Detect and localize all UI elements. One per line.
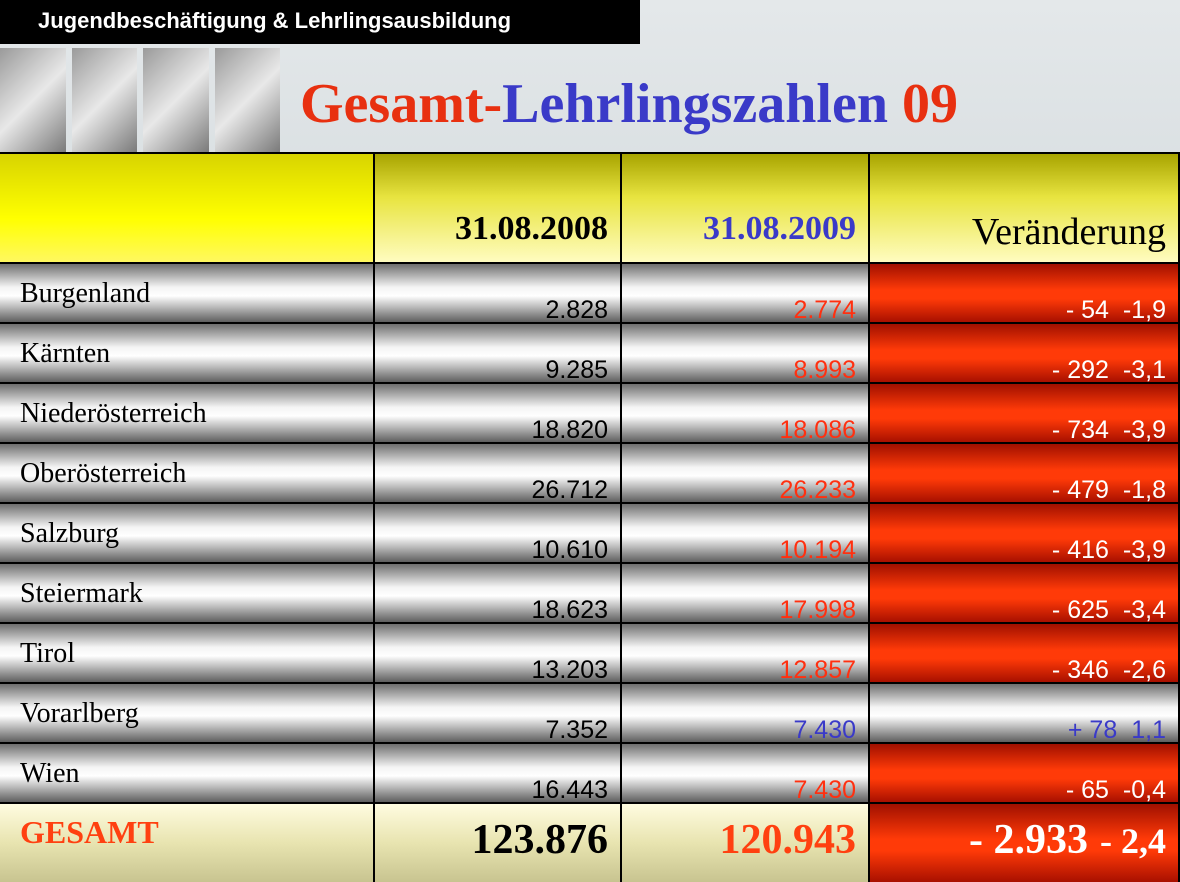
cell-value: 2.774 [622, 264, 870, 324]
cell-value: 7.430 [622, 744, 870, 804]
header-label: Jugendbeschäftigung & Lehrlingsausbildun… [0, 0, 640, 44]
column-header: 31.08.2009 [622, 154, 870, 264]
cell-value: 26.712 [375, 444, 622, 504]
cell-value: 2.828 [375, 264, 622, 324]
title-part: Gesamt- [300, 73, 503, 135]
change-value: - 65 [1065, 776, 1109, 804]
change-percent: 1,1 [1131, 716, 1166, 744]
change-value: + 78 [1067, 716, 1118, 744]
change-cell: - 479 -1,8 [870, 444, 1180, 504]
change-cell: - 292 -3,1 [870, 324, 1180, 384]
cell-value: 10.610 [375, 504, 622, 564]
change-cell: - 734 -3,9 [870, 384, 1180, 444]
row-label: Steiermark [0, 564, 375, 624]
change-percent: -3,1 [1122, 356, 1166, 384]
change-cell: - 346 -2,6 [870, 624, 1180, 684]
row-label: Wien [0, 744, 375, 804]
column-header: 31.08.2008 [375, 154, 622, 264]
cell-value: 26.233 [622, 444, 870, 504]
cell-value: 12.857 [622, 624, 870, 684]
change-percent: -2,6 [1122, 656, 1166, 684]
cell-value: 13.203 [375, 624, 622, 684]
row-label: Kärnten [0, 324, 375, 384]
row-label: Burgenland [0, 264, 375, 324]
total-change: - 2.933 - 2,4 [870, 804, 1180, 882]
cell-value: 18.623 [375, 564, 622, 624]
change-value: - 625 [1051, 596, 1109, 624]
cell-value: 18.086 [622, 384, 870, 444]
total-value: 123.876 [375, 804, 622, 882]
change-percent: -3,9 [1122, 416, 1166, 444]
total-label: GESAMT [0, 804, 375, 882]
change-percent: -3,4 [1122, 596, 1166, 624]
change-value: - 346 [1051, 656, 1109, 684]
row-label: Tirol [0, 624, 375, 684]
row-label: Salzburg [0, 504, 375, 564]
change-percent: -0,4 [1122, 776, 1166, 804]
change-cell: - 416 -3,9 [870, 504, 1180, 564]
row-label: Niederösterreich [0, 384, 375, 444]
change-cell: - 65 -0,4 [870, 744, 1180, 804]
change-cell: + 78 1,1 [870, 684, 1180, 744]
change-value: - 734 [1051, 416, 1109, 444]
change-value: - 54 [1065, 296, 1109, 324]
header-cell [0, 154, 375, 264]
row-label: Vorarlberg [0, 684, 375, 744]
change-percent: -1,9 [1122, 296, 1166, 324]
column-header: Veränderung [870, 154, 1180, 264]
change-cell: - 625 -3,4 [870, 564, 1180, 624]
cell-value: 7.352 [375, 684, 622, 744]
title-part: Lehrlingszahlen [502, 73, 888, 135]
change-percent: -3,9 [1122, 536, 1166, 564]
cell-value: 8.993 [622, 324, 870, 384]
title-part: 09 [901, 73, 958, 135]
change-value: - 479 [1051, 476, 1109, 504]
cell-value: 10.194 [622, 504, 870, 564]
cell-value: 17.998 [622, 564, 870, 624]
change-value: - 2.933 [969, 817, 1088, 863]
cell-value: 7.430 [622, 684, 870, 744]
title: Gesamt-Lehrlingszahlen 09 [300, 72, 958, 136]
change-percent: - 2,4 [1100, 821, 1166, 861]
cell-value: 9.285 [375, 324, 622, 384]
table: 31.08.2008 31.08.2009 Veränderung Burgenlan… [0, 152, 1180, 882]
change-value: - 416 [1051, 536, 1109, 564]
total-value: 120.943 [622, 804, 870, 882]
row-label: Oberösterreich [0, 444, 375, 504]
change-cell: - 54 -1,9 [870, 264, 1180, 324]
photo-strip [0, 48, 280, 152]
change-value: - 292 [1051, 356, 1109, 384]
cell-value: 16.443 [375, 744, 622, 804]
change-percent: -1,8 [1122, 476, 1166, 504]
cell-value: 18.820 [375, 384, 622, 444]
